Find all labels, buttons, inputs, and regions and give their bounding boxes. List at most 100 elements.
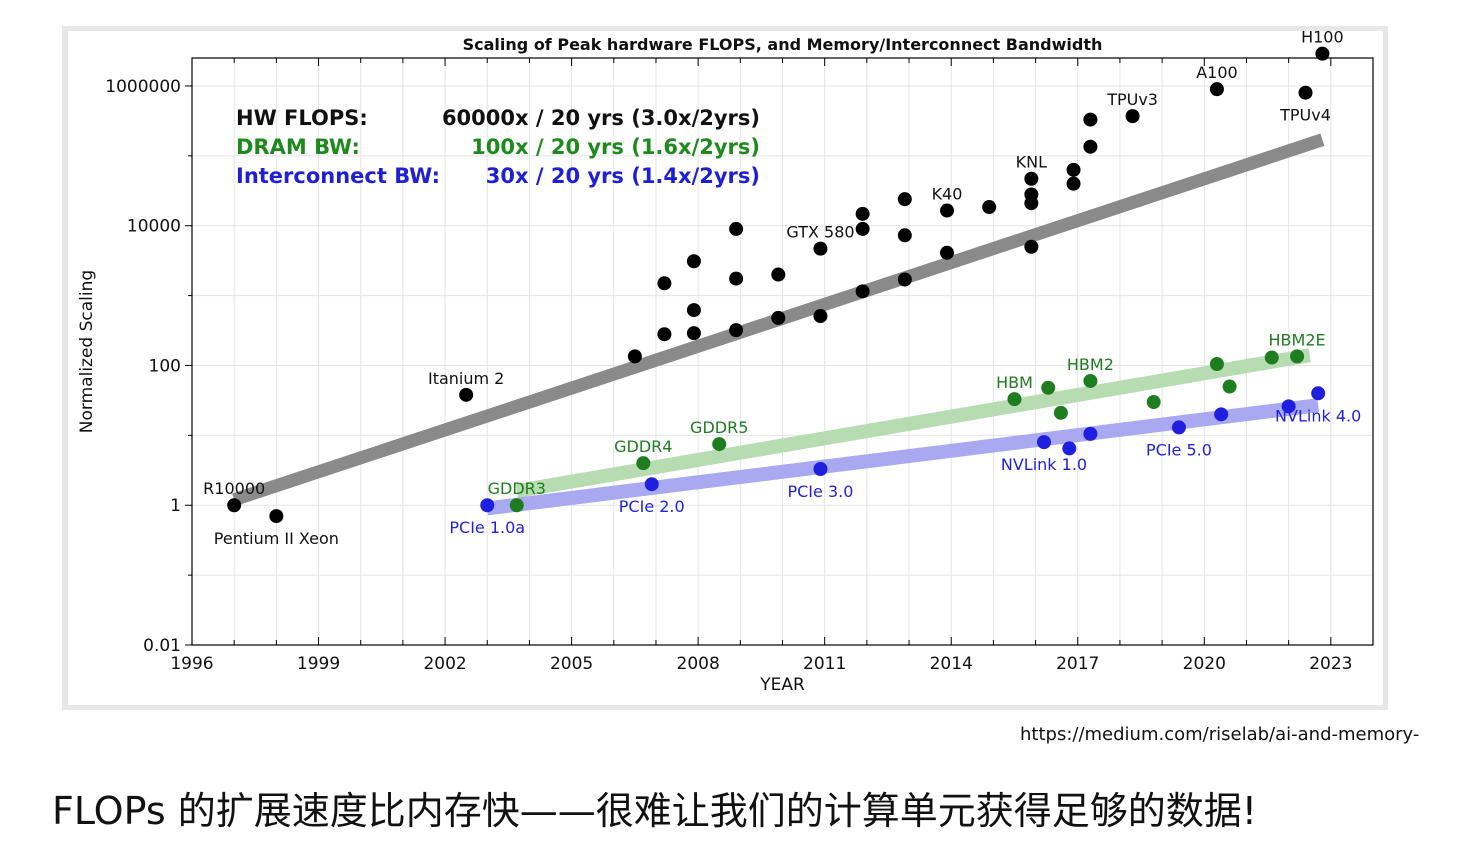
chart-container: 1996 1999 2002 2005 2008 2011 2014 2017 2020 2023… bbox=[68, 31, 1383, 705]
data-point bbox=[1083, 112, 1098, 127]
scaling-chart: 1996 1999 2002 2005 2008 2011 2014 2017 2020 2023… bbox=[77, 31, 1374, 695]
point-label: HBM bbox=[996, 373, 1033, 392]
legend-value: 60000x / 20 yrs (3.0x/2yrs) bbox=[442, 106, 760, 130]
point-label: PCIe 2.0 bbox=[619, 497, 685, 516]
point-label: PCIe 5.0 bbox=[1146, 440, 1212, 459]
x-tick-label: 2023 bbox=[1309, 654, 1352, 674]
point-label: GTX 580 bbox=[786, 223, 854, 242]
trend-line-dram-bw bbox=[515, 348, 1311, 498]
data-point bbox=[1311, 386, 1326, 401]
point-label: K40 bbox=[932, 185, 963, 204]
data-point bbox=[1062, 441, 1077, 456]
point-label: H100 bbox=[1301, 31, 1344, 47]
x-tick-label: 2014 bbox=[930, 654, 973, 674]
data-point bbox=[480, 498, 495, 513]
data-point bbox=[1007, 392, 1022, 407]
data-point bbox=[897, 272, 912, 287]
data-point bbox=[1083, 373, 1098, 388]
legend-name: Interconnect BW: bbox=[236, 164, 440, 188]
data-point bbox=[1209, 356, 1224, 371]
source-url[interactable]: https://medium.com/riselab/ai-and-memory… bbox=[1020, 724, 1420, 745]
data-point bbox=[686, 254, 701, 269]
x-axis-label: YEAR bbox=[759, 675, 805, 695]
data-point bbox=[269, 509, 284, 524]
data-point bbox=[1024, 239, 1039, 254]
data-point bbox=[1315, 46, 1330, 61]
y-tick-label: 1000000 bbox=[105, 77, 181, 97]
point-label: TPUv4 bbox=[1279, 106, 1331, 125]
data-point bbox=[636, 456, 651, 471]
data-point bbox=[686, 303, 701, 318]
data-point bbox=[686, 326, 701, 341]
data-point bbox=[1083, 139, 1098, 154]
data-point bbox=[897, 192, 912, 207]
point-label: PCIe 1.0a bbox=[449, 518, 525, 537]
data-point bbox=[813, 241, 828, 256]
data-point bbox=[1222, 379, 1237, 394]
data-point bbox=[712, 437, 727, 452]
data-point bbox=[1053, 405, 1068, 420]
data-point bbox=[1209, 82, 1224, 97]
legend-value: 100x / 20 yrs (1.6x/2yrs) bbox=[471, 135, 760, 159]
data-point bbox=[729, 221, 744, 236]
data-point bbox=[627, 349, 642, 364]
data-point bbox=[939, 245, 954, 260]
point-label: KNL bbox=[1016, 153, 1047, 172]
data-point bbox=[1298, 85, 1313, 100]
data-point bbox=[855, 284, 870, 299]
x-tick-label: 1999 bbox=[297, 654, 340, 674]
y-axis-label: Normalized Scaling bbox=[77, 270, 97, 433]
point-label: PCIe 3.0 bbox=[787, 482, 853, 501]
point-label: GDDR4 bbox=[614, 437, 672, 456]
data-point bbox=[982, 200, 997, 215]
data-point bbox=[1066, 162, 1081, 177]
y-tick-label: 10000 bbox=[127, 217, 181, 237]
point-label: TPUv3 bbox=[1106, 90, 1158, 109]
point-label: A100 bbox=[1196, 63, 1237, 82]
data-point bbox=[1083, 426, 1098, 441]
data-point bbox=[1024, 171, 1039, 186]
x-tick-label: 2005 bbox=[550, 654, 593, 674]
point-label: GDDR3 bbox=[488, 479, 546, 498]
caption: FLOPs 的扩展速度比内存快——很难让我们的计算单元获得足够的数据! bbox=[52, 789, 1257, 833]
data-point bbox=[729, 271, 744, 286]
legend-value: 30x / 20 yrs (1.4x/2yrs) bbox=[486, 164, 760, 188]
data-point bbox=[1290, 349, 1305, 364]
chart-title: Scaling of Peak hardware FLOPS, and Memo… bbox=[463, 35, 1103, 54]
data-point bbox=[729, 323, 744, 338]
data-point bbox=[227, 498, 242, 513]
data-point bbox=[1264, 350, 1279, 365]
data-point bbox=[855, 206, 870, 221]
point-label: HBM2 bbox=[1067, 355, 1114, 374]
data-point bbox=[939, 203, 954, 218]
data-point bbox=[1214, 407, 1229, 422]
data-point bbox=[657, 276, 672, 291]
point-label: NVLink 4.0 bbox=[1275, 406, 1361, 425]
data-point bbox=[813, 309, 828, 324]
point-label: Pentium II Xeon bbox=[214, 529, 339, 548]
x-tick-label: 2011 bbox=[803, 654, 846, 674]
data-point bbox=[771, 267, 786, 282]
y-tick-label: 0.01 bbox=[143, 636, 181, 656]
data-point bbox=[1066, 176, 1081, 191]
y-tick-label: 100 bbox=[149, 356, 181, 376]
data-point bbox=[1041, 380, 1056, 395]
point-label: NVLink 1.0 bbox=[1001, 455, 1087, 474]
data-point bbox=[855, 221, 870, 236]
data-point bbox=[897, 228, 912, 243]
data-point bbox=[771, 310, 786, 325]
data-point bbox=[813, 462, 828, 477]
data-point bbox=[459, 387, 474, 402]
point-label: Itanium 2 bbox=[428, 369, 504, 388]
point-label: GDDR5 bbox=[690, 418, 748, 437]
y-tick-label: 1 bbox=[170, 496, 181, 516]
x-tick-label: 2002 bbox=[423, 654, 466, 674]
point-label: HBM2E bbox=[1269, 330, 1326, 349]
x-tick-label: 2017 bbox=[1056, 654, 1099, 674]
data-point bbox=[1037, 435, 1052, 450]
point-label: R10000 bbox=[203, 479, 265, 498]
data-point bbox=[1024, 196, 1039, 211]
x-tick-label: 2008 bbox=[677, 654, 720, 674]
legend-name: HW FLOPS: bbox=[236, 106, 368, 130]
legend-name: DRAM BW: bbox=[236, 135, 360, 159]
